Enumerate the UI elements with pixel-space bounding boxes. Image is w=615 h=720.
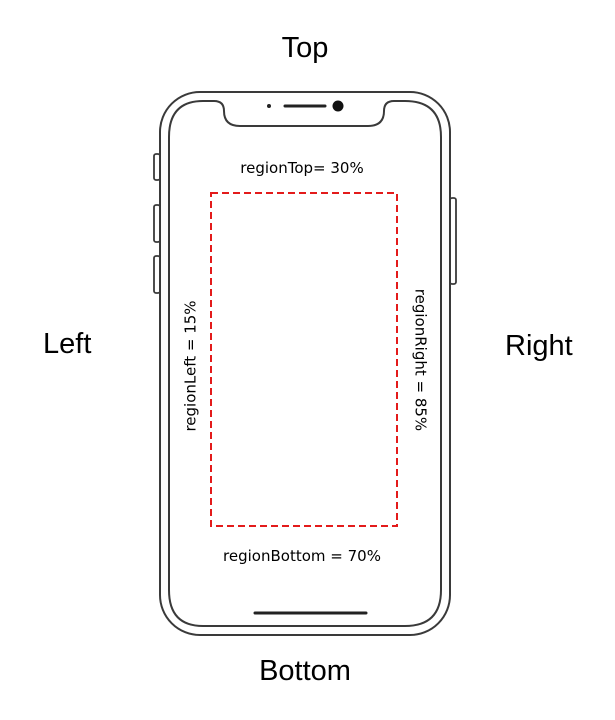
region-bottom-label: regionBottom = 70% — [223, 547, 381, 565]
region-right-label: regionRight = 85% — [411, 288, 430, 432]
region-box — [210, 192, 398, 527]
region-top-label: regionTop= 30% — [240, 159, 364, 177]
sensor-icon — [267, 104, 271, 108]
right-label: Right — [505, 330, 573, 362]
bottom-label: Bottom — [259, 655, 351, 687]
phone-screen-outline — [168, 100, 442, 627]
camera-icon — [332, 100, 344, 112]
top-label: Top — [281, 32, 329, 64]
region-left-label: regionLeft = 15% — [181, 300, 200, 432]
left-label: Left — [43, 328, 92, 360]
